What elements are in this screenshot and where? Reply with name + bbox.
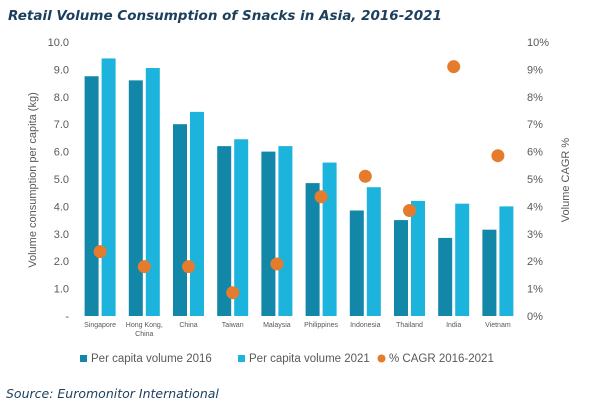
y-tick-label-left: 2.0 <box>54 256 69 268</box>
left-axis-ticks: 10.0 9.0 8.0 7.0 6.0 5.0 4.0 3.0 2.0 1.0 - <box>48 37 70 323</box>
cagr-marker <box>447 60 461 74</box>
legend-item-2016-swatch <box>80 355 87 362</box>
bar-2016 <box>438 237 453 316</box>
y-tick-label-left: 7.0 <box>54 119 69 131</box>
y-tick-label-left: - <box>65 311 69 323</box>
bar-2021 <box>278 146 293 316</box>
bar-2016 <box>128 80 143 316</box>
y-tick-label-right: 5% <box>527 174 543 186</box>
bar-2016 <box>394 220 408 316</box>
bar-2016 <box>84 76 99 316</box>
y-tick-label-right: 6% <box>527 147 543 159</box>
cagr-marker <box>403 204 416 218</box>
bar-2016 <box>217 146 232 316</box>
category-label: India <box>446 322 461 329</box>
cagr-marker <box>93 245 107 259</box>
y-tick-label-right: 2% <box>527 256 543 268</box>
category-label: Taiwan <box>222 322 244 329</box>
y-tick-label-right: 10% <box>527 37 549 49</box>
category-label: Indonesia <box>350 322 380 329</box>
category-labels: Singapore Hong Kong, China China Taiwan Malay… <box>84 322 511 338</box>
category-label: Singapore <box>84 322 116 329</box>
bar-2021 <box>145 68 160 316</box>
cagr-marker <box>358 169 372 183</box>
legend-item-cagr-swatch <box>377 354 386 363</box>
y-tick-label-left: 1.0 <box>54 284 69 296</box>
bar-2016 <box>261 151 276 316</box>
legend-item-2016-label: Per capita volume 2016 <box>91 353 212 365</box>
y-tick-label-right: 4% <box>527 201 543 213</box>
chart-title: Retail Volume Consumption of Snacks in A… <box>8 8 442 24</box>
bar-2016 <box>305 183 320 316</box>
category-label: China <box>179 322 197 329</box>
y-tick-label-left: 8.0 <box>54 92 69 104</box>
category-label: Malaysia <box>263 322 291 329</box>
legend-item-cagr-label: % CAGR 2016-2021 <box>389 353 494 365</box>
bar-2021 <box>455 203 470 316</box>
bar-2021 <box>190 111 204 317</box>
category-label: Thailand <box>396 322 423 329</box>
bar-2021 <box>101 58 116 316</box>
cagr-marker <box>226 286 240 300</box>
bar-2021 <box>234 139 249 316</box>
y-axis-label-right: Volume CAGR % <box>560 138 572 223</box>
cagr-marker <box>182 260 195 274</box>
bar-2021 <box>366 187 381 316</box>
y-tick-label-left: 10.0 <box>48 37 69 49</box>
y-tick-label-right: 8% <box>527 92 543 104</box>
y-tick-label-left: 6.0 <box>54 147 69 159</box>
y-axis-label-left: Volume consumption per capita (kg) <box>27 92 39 267</box>
cagr-marker <box>491 149 505 163</box>
y-tick-label-right: 7% <box>527 119 543 131</box>
cagr-marker <box>314 190 328 204</box>
category-label: Vietnam <box>485 322 511 329</box>
bar-2021 <box>322 162 337 316</box>
y-tick-label-left: 9.0 <box>54 64 69 76</box>
legend-item-2021-swatch <box>238 355 245 362</box>
cagr-marker <box>137 260 151 274</box>
y-tick-label-right: 1% <box>527 284 543 296</box>
category-label: China <box>135 331 153 338</box>
bar-2016 <box>349 210 364 316</box>
right-axis-ticks: 10% 9% 8% 7% 6% 5% 4% 3% 2% 1% 0% <box>527 37 549 323</box>
cagr-marker-group <box>93 60 505 300</box>
legend: Per capita volume 2016 Per capita volume … <box>80 353 494 365</box>
y-tick-label-left: 4.0 <box>54 201 69 213</box>
y-tick-label-right: 3% <box>527 229 543 241</box>
category-label: Hong Kong, <box>126 322 163 329</box>
source-note: Source: Euromonitor International <box>6 386 219 401</box>
y-tick-label-left: 3.0 <box>54 229 69 241</box>
y-tick-label-left: 5.0 <box>54 174 69 186</box>
bar-2021 <box>411 200 425 316</box>
y-tick-label-right: 9% <box>527 64 543 76</box>
cagr-marker <box>270 257 284 271</box>
category-label: Philippines <box>304 322 338 329</box>
legend-item-2021-label: Per capita volume 2021 <box>249 353 370 365</box>
bar-2016 <box>173 124 187 316</box>
bar-group <box>84 58 514 317</box>
bar-2016 <box>482 229 497 316</box>
y-tick-label-right: 0% <box>527 311 543 323</box>
bar-2021 <box>499 206 514 316</box>
